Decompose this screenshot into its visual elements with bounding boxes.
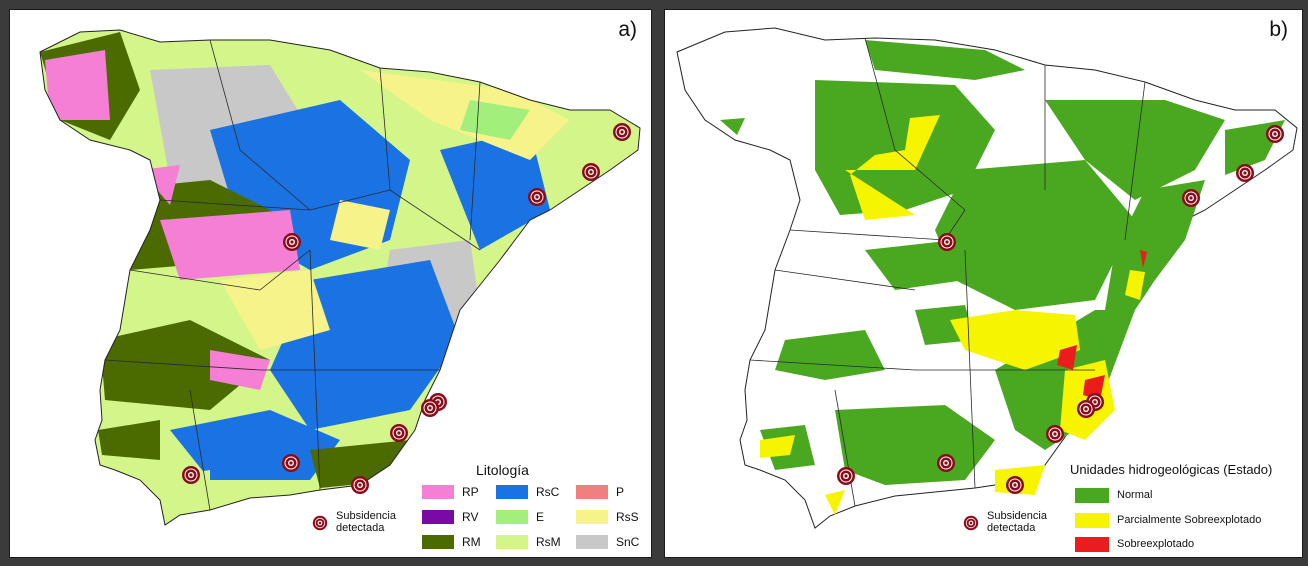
legend-label: RsS: [616, 510, 639, 524]
legend-title: Litología: [476, 462, 529, 478]
hydrogeology-map: [676, 27, 1298, 529]
swatch: [496, 535, 528, 549]
subsidence-marker: [1046, 425, 1064, 443]
subsidence-marker: [351, 476, 369, 494]
swatch: [496, 510, 528, 524]
legend-label: Normal: [1117, 489, 1153, 501]
legend-label: E: [536, 510, 545, 524]
swatch: [576, 510, 608, 524]
subsidence-marker: [282, 454, 300, 472]
panel-label: b): [1269, 18, 1288, 41]
subsidence-legend-label: Subsidencia detectada: [336, 510, 396, 534]
panel-label: a): [618, 18, 637, 41]
swatch: [1075, 513, 1109, 528]
subsidence-marker: [1236, 164, 1254, 182]
subsidence-marker: [283, 233, 301, 251]
swatch: [1075, 537, 1109, 552]
legend-label: RsC: [536, 485, 560, 499]
swatch: [576, 535, 608, 549]
legend-label: SnC: [616, 535, 640, 549]
subsidence-marker: [528, 188, 546, 206]
legend-label: Parcialmente Sobreexplotado: [1117, 514, 1262, 526]
subsidence-marker: [1182, 189, 1200, 207]
hydrogeology-map-panel: b) Unidades hidrogeológicas (Estado) Nor…: [664, 9, 1303, 558]
subsidence-marker: [582, 163, 600, 181]
swatch: [422, 510, 454, 524]
subsidence-marker: [421, 399, 439, 417]
subsidence-marker: [837, 467, 855, 485]
subsidence-marker: [937, 454, 955, 472]
subsidence-legend-icon: [963, 515, 979, 531]
legend-label: RP: [462, 485, 479, 499]
subsidence-marker: [938, 233, 956, 251]
swatch: [576, 485, 608, 499]
legend-title: Unidades hidrogeológicas (Estado): [1070, 462, 1273, 477]
swatch: [422, 535, 454, 549]
swatch: [422, 485, 454, 499]
subsidence-marker: [1266, 125, 1284, 143]
swatch: [1075, 488, 1109, 503]
subsidence-marker: [390, 424, 408, 442]
subsidence-marker: [182, 466, 200, 484]
subsidence-marker: [1006, 476, 1024, 494]
swatch: [496, 485, 528, 499]
legend-label: RV: [462, 510, 479, 524]
subsidence-marker: [613, 123, 631, 141]
legend-label: Sobreexplotado: [1117, 538, 1195, 550]
lithology-map: [39, 29, 641, 526]
subsidence-marker: [1077, 400, 1095, 418]
legend-label: RsM: [536, 535, 561, 549]
legend-label: RM: [462, 535, 481, 549]
subsidence-legend-label: Subsidencia detectada: [987, 510, 1047, 534]
subsidence-legend-icon: [312, 515, 328, 531]
legend-label: P: [616, 485, 625, 499]
lithology-map-panel: a) Litología RP RV RM RsC E RsM P RsS: [9, 9, 652, 558]
